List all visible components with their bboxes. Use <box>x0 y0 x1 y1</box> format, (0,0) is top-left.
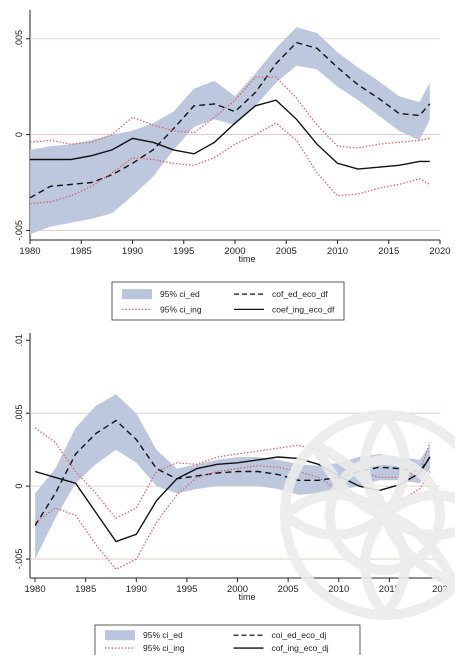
x-tick-label: 1995 <box>173 246 194 257</box>
coef-ing-line <box>30 99 430 170</box>
legend-label: coi_ed_eco_dj <box>272 630 327 640</box>
legend-label: 95% ci_ing <box>160 304 202 314</box>
x-tick-label: 202 <box>432 584 448 595</box>
legend-label: coef_ing_eco_df <box>272 304 335 314</box>
x-tick-label: 2020 <box>429 246 450 257</box>
watermark-rosette <box>280 410 455 620</box>
coef-ed-line <box>29 41 431 199</box>
y-tick-label: .005 <box>14 30 24 48</box>
legend-2: 95% ci_ed 95% ci_ing coi_ed_eco_dj cof_ing_… <box>94 624 361 658</box>
ci-ing-lower-line <box>29 122 431 205</box>
legend-label: 95% ci_ing <box>143 643 185 653</box>
coef-ed-line <box>34 419 431 526</box>
legend-label: cof_ing_eco_dj <box>272 643 329 653</box>
x-tick-label: 1985 <box>71 246 92 257</box>
x-tick-label: 2015 <box>378 246 399 257</box>
x-tick-label: 2010 <box>328 584 349 595</box>
x-tick-label: 2010 <box>327 246 348 257</box>
ci-ing-upper-line <box>34 427 431 520</box>
ci-ed-band <box>30 27 430 235</box>
legend-label: cof_ed_eco_df <box>272 289 328 299</box>
x-tick-label: 1990 <box>126 584 147 595</box>
x-tick-label: 1995 <box>176 584 197 595</box>
legend-label: 95% ci_ed <box>160 289 200 299</box>
chart-panel-2: -.005 0 .005 .01 1980 1985 1990 1995 2000 2005 201… <box>14 333 448 602</box>
legend-box <box>111 281 345 321</box>
y-tick-label: -.005 <box>14 220 24 241</box>
x-tick-label: 2005 <box>276 246 297 257</box>
chart-panel-1: -.005 0 .005 1980 1985 1990 1995 2000 2005 2010 20… <box>14 10 451 264</box>
x-tick-label: 1980 <box>19 246 40 257</box>
ci-ed-band <box>35 394 430 559</box>
legend-swatch-ci-ed <box>122 289 152 300</box>
legend-swatch-ci-ed <box>105 630 135 641</box>
legend-1: 95% ci_ed 95% ci_ing cof_ed_eco_df coef_ing… <box>111 281 345 321</box>
x-tick-label: 2000 <box>224 246 245 257</box>
x-tick-label: 1985 <box>75 584 96 595</box>
y-tick-label: .01 <box>14 334 24 347</box>
x-axis-title: time <box>238 254 255 264</box>
x-tick-label: 1980 <box>24 584 45 595</box>
x-tick-label: 2000 <box>227 584 248 595</box>
y-tick-label: 0 <box>14 132 24 137</box>
x-tick-label: 2015 <box>379 584 400 595</box>
x-tick-label: 2005 <box>278 584 299 595</box>
legend-box <box>94 624 361 658</box>
y-tick-label: 0 <box>14 484 24 489</box>
x-axis-title: time <box>238 592 255 602</box>
x-tick-label: 1990 <box>122 246 143 257</box>
y-tick-label: .005 <box>14 404 24 422</box>
legend-label: 95% ci_ed <box>143 630 183 640</box>
ci-ing-lower-line <box>34 465 431 571</box>
y-tick-label: -.005 <box>14 549 24 570</box>
ci-ing-upper-line <box>29 76 430 149</box>
